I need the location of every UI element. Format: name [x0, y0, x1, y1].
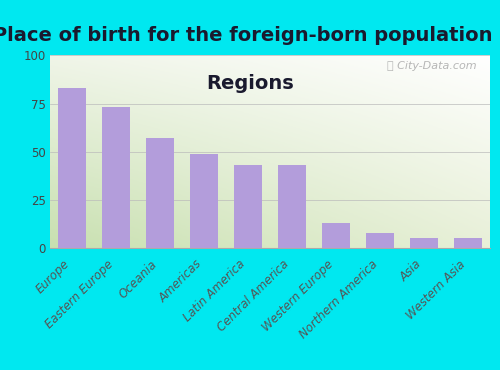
Text: Regions: Regions [206, 74, 294, 93]
Bar [454, 238, 482, 248]
Text: ⓘ City-Data.com: ⓘ City-Data.com [387, 61, 477, 71]
Bar [234, 165, 262, 248]
Bar [102, 107, 130, 248]
Bar [58, 88, 86, 248]
Text: Place of birth for the foreign-born population -: Place of birth for the foreign-born popu… [0, 26, 500, 45]
Bar [146, 138, 174, 248]
Bar [366, 232, 394, 248]
Bar [278, 165, 306, 248]
Bar [322, 223, 350, 248]
Bar [190, 154, 218, 248]
Bar [410, 238, 438, 248]
